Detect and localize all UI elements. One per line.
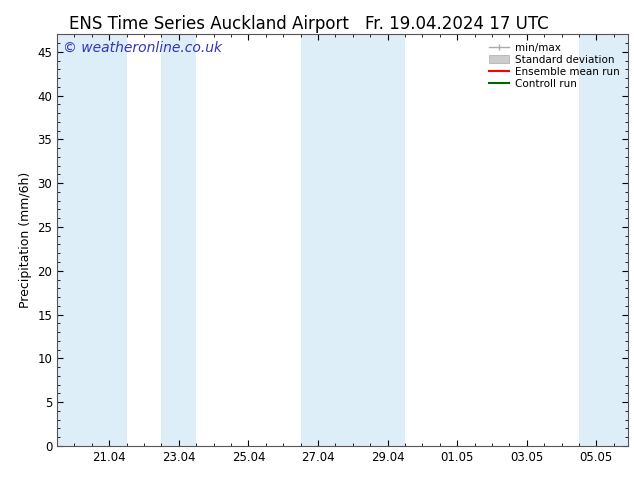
Legend: min/max, Standard deviation, Ensemble mean run, Controll run: min/max, Standard deviation, Ensemble me… — [486, 40, 623, 92]
Text: © weatheronline.co.uk: © weatheronline.co.uk — [63, 41, 222, 54]
Bar — [335, 34, 405, 446]
Bar — [57, 34, 127, 446]
Y-axis label: Precipitation (mm/6h): Precipitation (mm/6h) — [19, 172, 32, 308]
Bar — [301, 34, 335, 446]
Text: ENS Time Series Auckland Airport: ENS Time Series Auckland Airport — [69, 15, 349, 33]
Text: Fr. 19.04.2024 17 UTC: Fr. 19.04.2024 17 UTC — [365, 15, 548, 33]
Bar — [162, 34, 197, 446]
Bar — [579, 34, 628, 446]
